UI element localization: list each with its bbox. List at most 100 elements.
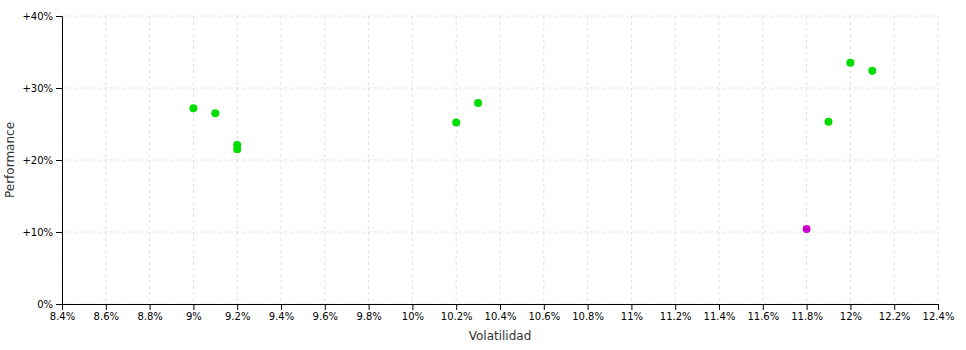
- point: [803, 225, 811, 233]
- x-tick-mark: [588, 304, 589, 310]
- x-tick: 10%: [402, 304, 424, 322]
- grid-line-x: [587, 16, 588, 304]
- x-tick: 12.4%: [923, 304, 955, 322]
- grid-line-y: [62, 16, 938, 17]
- x-tick-label: 8.6%: [94, 311, 119, 322]
- x-tick: 8.8%: [137, 304, 162, 322]
- point: [825, 118, 833, 126]
- x-tick-label: 9.6%: [313, 311, 338, 322]
- point: [189, 104, 197, 112]
- series: [189, 59, 876, 153]
- x-tick-mark: [369, 304, 370, 310]
- x-tick-label: 11.8%: [791, 311, 823, 322]
- chart: 8.4%8.6%8.8%9%9.2%9.4%9.6%9.8%10%10.2%10…: [0, 0, 966, 350]
- y-tick-mark: [56, 232, 62, 233]
- x-tick: 9.4%: [269, 304, 294, 322]
- x-tick-mark: [938, 304, 939, 310]
- x-tick-mark: [281, 304, 282, 310]
- y-tick-mark: [56, 88, 62, 89]
- point: [452, 119, 460, 127]
- marks: [189, 59, 876, 233]
- x-tick-label: 12.4%: [923, 311, 955, 322]
- x-tick-label: 12%: [840, 311, 862, 322]
- x-tick-label: 10%: [402, 311, 424, 322]
- y-axis: 0%+10%+20%+30%+40%: [22, 11, 62, 310]
- x-tick: 11.8%: [791, 304, 823, 322]
- x-tick-mark: [500, 304, 501, 310]
- grid-line-y: [62, 88, 938, 89]
- y-tick-label: 0%: [37, 299, 53, 310]
- x-tick-mark: [894, 304, 895, 310]
- x-tick-mark: [237, 304, 238, 310]
- y-tick-mark: [56, 16, 62, 17]
- y-tick: +10%: [22, 227, 62, 238]
- x-tick-mark: [150, 304, 151, 310]
- grid-line-x: [762, 16, 763, 304]
- x-tick-label: 10.6%: [528, 311, 560, 322]
- grid: [62, 16, 938, 304]
- x-tick-label: 9.4%: [269, 311, 294, 322]
- x-axis-title: Volatilidad: [469, 329, 532, 343]
- y-tick-label: +40%: [22, 11, 53, 22]
- x-tick-mark: [106, 304, 107, 310]
- x-tick-label: 8.8%: [137, 311, 162, 322]
- point: [474, 99, 482, 107]
- x-tick: 12%: [840, 304, 862, 322]
- x-tick-label: 12.2%: [879, 311, 911, 322]
- point: [211, 109, 219, 117]
- x-tick: 8.4%: [50, 304, 75, 322]
- y-tick: +30%: [22, 83, 62, 94]
- y-tick-label: +30%: [22, 83, 53, 94]
- x-tick-mark: [325, 304, 326, 310]
- series: [803, 225, 811, 233]
- x-tick: 10.4%: [485, 304, 517, 322]
- x-tick-label: 9.2%: [225, 311, 250, 322]
- x-tick: 10.6%: [528, 304, 560, 322]
- x-tick: 11.4%: [704, 304, 736, 322]
- x-tick: 9%: [186, 304, 202, 322]
- y-tick-label: +10%: [22, 227, 53, 238]
- x-tick-label: 11.4%: [704, 311, 736, 322]
- plot-area: 8.4%8.6%8.8%9%9.2%9.4%9.6%9.8%10%10.2%10…: [3, 11, 954, 343]
- x-tick-mark: [544, 304, 545, 310]
- x-tick-mark: [719, 304, 720, 310]
- x-tick: 12.2%: [879, 304, 911, 322]
- y-tick: 0%: [37, 299, 62, 310]
- x-tick-mark: [412, 304, 413, 310]
- x-axis: 8.4%8.6%8.8%9%9.2%9.4%9.6%9.8%10%10.2%10…: [50, 304, 955, 322]
- grid-line-x: [631, 16, 632, 304]
- point: [846, 59, 854, 67]
- y-axis-title: Performance: [3, 122, 17, 198]
- x-tick-label: 10.4%: [485, 311, 517, 322]
- grid-line-x: [149, 16, 150, 304]
- x-tick-label: 11%: [621, 311, 643, 322]
- x-tick-label: 10.8%: [572, 311, 604, 322]
- x-tick: 8.6%: [94, 304, 119, 322]
- grid-line-x: [193, 16, 194, 304]
- y-axis-line: [56, 17, 63, 305]
- x-tick-label: 9%: [186, 311, 202, 322]
- x-tick-label: 10.2%: [441, 311, 473, 322]
- point: [233, 145, 241, 153]
- x-tick-label: 11.2%: [660, 311, 692, 322]
- grid-line-x: [894, 16, 895, 304]
- x-tick: 11.2%: [660, 304, 692, 322]
- x-tick-label: 8.4%: [50, 311, 75, 322]
- y-tick-mark: [56, 304, 62, 305]
- x-tick-mark: [193, 304, 194, 310]
- x-tick-mark: [675, 304, 676, 310]
- x-tick: 9.6%: [313, 304, 338, 322]
- x-tick: 9.2%: [225, 304, 250, 322]
- x-tick: 10.2%: [441, 304, 473, 322]
- x-axis-line: [63, 305, 939, 311]
- grid-line-x: [456, 16, 457, 304]
- x-tick-mark: [850, 304, 851, 310]
- x-tick: 11.6%: [747, 304, 779, 322]
- y-tick-mark: [56, 160, 62, 161]
- x-tick-label: 11.6%: [747, 311, 779, 322]
- point: [868, 67, 876, 75]
- x-tick-mark: [631, 304, 632, 310]
- x-tick-mark: [763, 304, 764, 310]
- y-tick: +40%: [22, 11, 62, 22]
- x-tick-mark: [456, 304, 457, 310]
